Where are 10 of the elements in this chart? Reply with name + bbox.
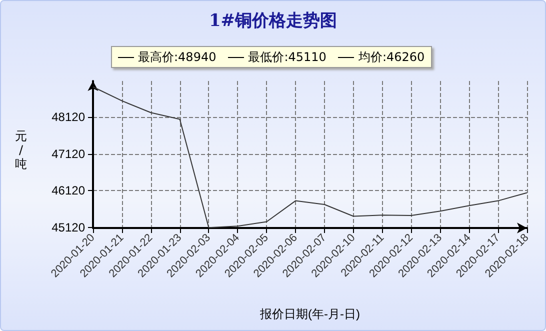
y-axis-title: 元/吨 [15,129,27,171]
y-tick-label: 45120 [52,220,86,234]
x-axis-title: 报价日期(年-月-日) [259,307,360,321]
text: 均价:46260 [358,48,425,66]
y-tick-label: 48120 [52,110,86,124]
chart-title: 1#铜价格走势图 [208,10,338,32]
y-tick-label: 47120 [52,146,86,161]
text: 最低价:45110 [248,48,326,66]
text: 最高价:48940 [138,48,216,66]
y-tick-label: 46120 [52,184,86,198]
